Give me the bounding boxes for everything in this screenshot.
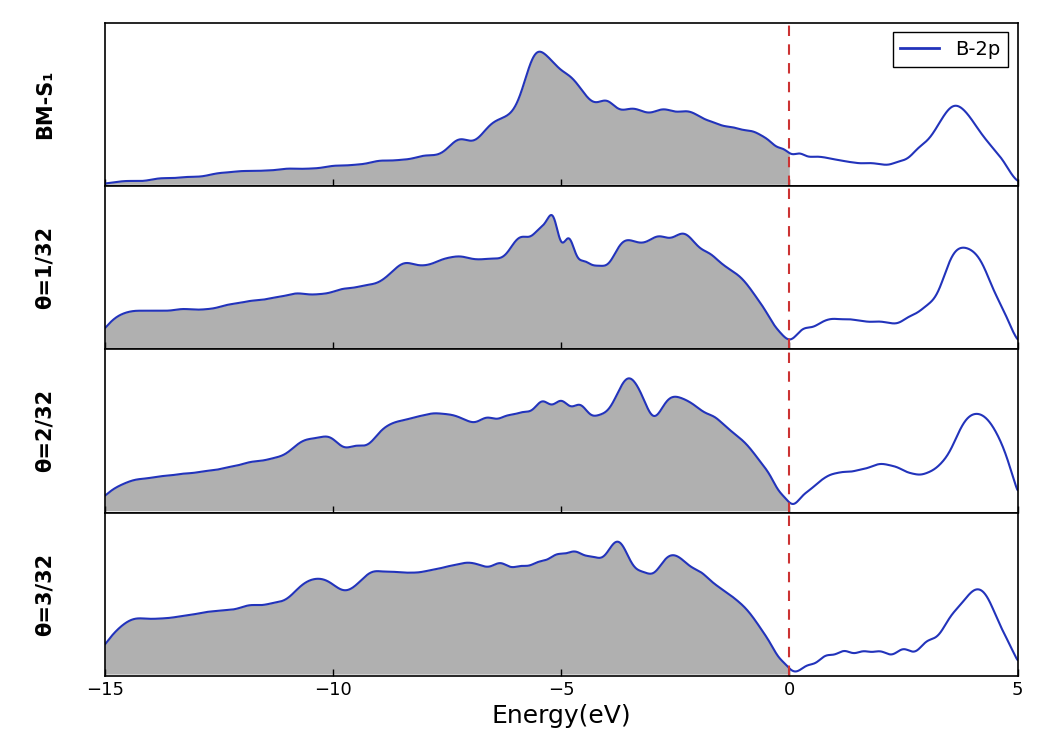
Y-axis label: BM-S₁: BM-S₁ (35, 70, 55, 139)
Y-axis label: θ=1/32: θ=1/32 (35, 226, 55, 309)
Y-axis label: θ=2/32: θ=2/32 (35, 389, 55, 472)
Legend: B-2p: B-2p (893, 32, 1008, 67)
Y-axis label: θ=3/32: θ=3/32 (35, 553, 55, 636)
X-axis label: Energy(eV): Energy(eV) (491, 704, 631, 728)
